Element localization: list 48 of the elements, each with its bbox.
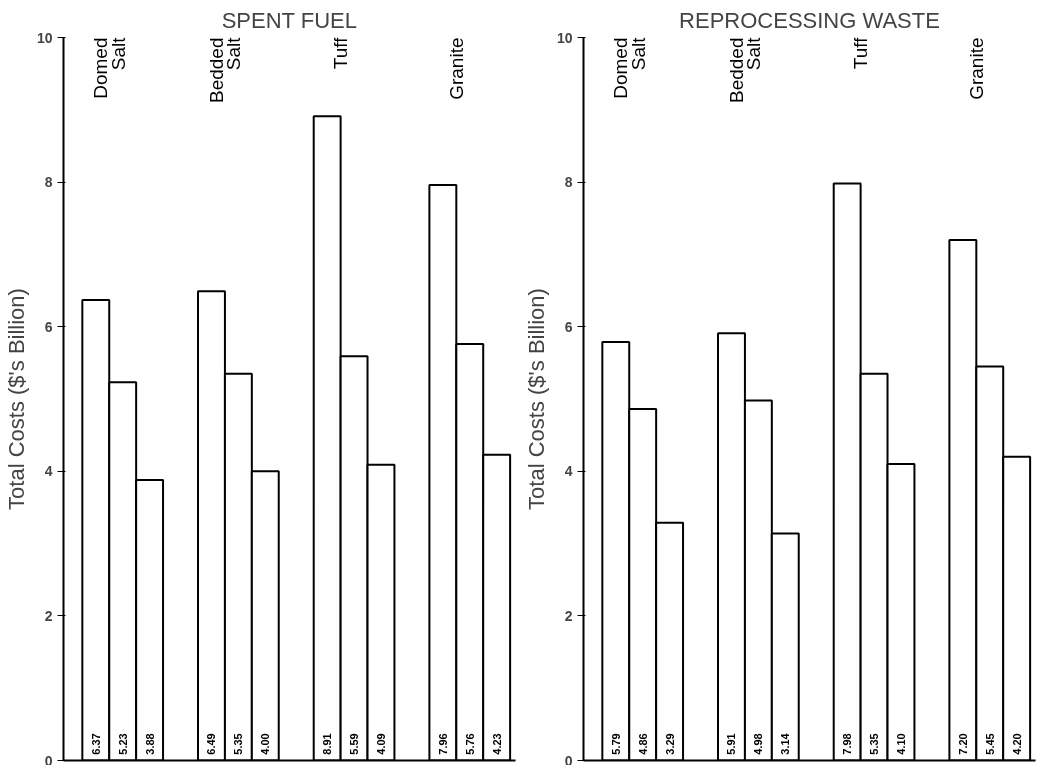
y-tick-label: 0: [564, 752, 573, 769]
data-label: 5.79: [609, 733, 622, 755]
category-label: Tuff: [850, 37, 872, 70]
y-tick-label: 10: [556, 29, 573, 46]
data-label: 4.10: [894, 733, 907, 755]
data-label: 5.23: [116, 733, 129, 755]
data-label: 7.98: [841, 733, 854, 755]
data-label: 4.09: [374, 733, 387, 755]
data-label: 5.35: [868, 733, 881, 755]
data-label: 4.23: [490, 733, 503, 755]
data-label: 7.20: [956, 733, 969, 755]
y-tick-label: 8: [564, 174, 573, 191]
chart-title: SPENT FUEL: [221, 7, 357, 33]
data-label: 5.59: [348, 733, 361, 755]
y-axis-title: Total Costs ($'s Billion): [523, 288, 549, 510]
y-tick-label: 6: [44, 318, 53, 335]
category-label: Domed Salt: [89, 37, 129, 99]
category-label: Granite: [445, 37, 467, 100]
data-label: 3.14: [779, 732, 792, 755]
y-tick-label: 2: [44, 607, 53, 624]
data-label: 4.20: [1010, 733, 1023, 755]
y-tick-label: 4: [44, 463, 53, 480]
y-tick-label: 10: [36, 29, 53, 46]
data-label: 4.98: [752, 733, 765, 755]
data-label: 4.00: [259, 733, 272, 755]
data-label: 6.49: [205, 733, 218, 755]
chart-title: REPROCESSING WASTE: [679, 7, 940, 33]
y-tick-label: 2: [564, 607, 573, 624]
data-label: 5.45: [983, 733, 996, 755]
category-label: Granite: [965, 37, 987, 100]
data-label: 5.91: [725, 733, 738, 755]
data-label: 5.35: [232, 733, 245, 755]
data-label: 7.96: [436, 733, 449, 755]
y-axis-title: Total Costs ($'s Billion): [3, 288, 29, 510]
data-label: 5.76: [463, 733, 476, 755]
data-label: 3.88: [143, 733, 156, 755]
data-label: 8.91: [321, 733, 334, 755]
category-label: Bedded Salt: [205, 37, 245, 104]
category-label: Domed Salt: [609, 37, 649, 99]
data-label: 3.29: [663, 733, 676, 755]
data-label: 6.37: [89, 733, 102, 755]
category-label: Tuff: [330, 37, 352, 70]
y-tick-label: 8: [44, 174, 53, 191]
data-label: 4.86: [636, 733, 649, 755]
y-tick-label: 4: [564, 463, 573, 480]
y-tick-label: 0: [44, 752, 53, 769]
y-tick-label: 6: [564, 318, 573, 335]
category-label: Bedded Salt: [725, 37, 765, 104]
